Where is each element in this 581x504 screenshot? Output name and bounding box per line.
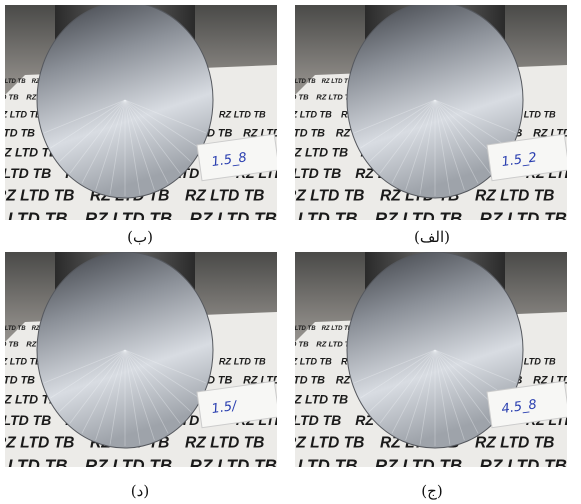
- paper-text: RZ LTD TB: [0, 340, 19, 349]
- photo: RZ LTD TBRZ LTD TBRZ LTD TBRZ LTD TBRZ L…: [270, 252, 581, 500]
- paper-text: RZ LTD TB: [109, 479, 205, 500]
- paper-text: RZ LTD TB: [479, 208, 567, 228]
- paper-text: RZ LTD TB: [270, 127, 325, 139]
- caption: (ج): [421, 482, 442, 500]
- paper-text: RZ LTD TB: [0, 93, 19, 102]
- paper-text: RZ LTD TB: [270, 455, 358, 475]
- paper-text: RZ LTD TB: [0, 188, 74, 205]
- paper-text: RZ LTD TB: [0, 79, 26, 85]
- paper-text: RZ LTD TB: [0, 232, 91, 253]
- paper-text: RZ LTD TB: [375, 208, 463, 228]
- paper-text: RZ LTD TB: [189, 455, 277, 475]
- paper-text: RZ LTD TB: [270, 412, 341, 428]
- paper-text: RZ LTD TB: [285, 356, 332, 366]
- caption: (ب): [127, 228, 153, 246]
- paper-text: RZ LTD TB: [453, 232, 549, 253]
- paper-text: RZ LTD TB: [285, 326, 316, 332]
- paper-text: RZ LTD TB: [270, 374, 325, 386]
- paper-text: RZ LTD TB: [570, 188, 581, 205]
- paper-text: RZ LTD TB: [219, 356, 266, 366]
- paper-text: RZ LTD TB: [0, 356, 42, 366]
- paper-text: RZ LTD TB: [475, 435, 554, 452]
- paper-text: RZ LTD TB: [0, 479, 91, 500]
- paper-text: RZ LTD TB: [189, 208, 277, 228]
- paper-text: RZ LTD TB: [85, 455, 173, 475]
- paper-text: RZ LTD TB: [270, 208, 358, 228]
- paper-text: RZ LTD TB: [285, 393, 348, 407]
- paper-text: RZ LTD TB: [570, 435, 581, 452]
- paper-text: RZ LTD TB: [0, 326, 26, 332]
- paper-text: RZ LTD TB: [285, 109, 332, 119]
- paper-text: RZ LTD TB: [0, 165, 51, 181]
- paper-text: RZ LTD TB: [514, 232, 581, 253]
- caption: (الف): [414, 228, 450, 246]
- paper-text: RZ LTD TB: [453, 479, 549, 500]
- paper-text: RZ LTD TB: [0, 208, 68, 228]
- paper-text: RZ LTD TB: [85, 208, 173, 228]
- paper-text: RZ LTD TB: [322, 326, 353, 332]
- paper-text: RZ LTD TB: [338, 479, 434, 500]
- paper-text: RZ LTD TB: [479, 455, 567, 475]
- paper-text: RZ LTD TB: [185, 435, 264, 452]
- paper-text-row: RZ LTD TBRZ LTD TBRZ LTD TBRZ LTD TBRZ L…: [0, 232, 548, 253]
- paper-text-row: RZ LTD TBRZ LTD TBRZ LTD TBRZ LTD TBRZ L…: [270, 455, 581, 475]
- figure: RZ LTD TBRZ LTD TBRZ LTD TBRZ LTD TBRZ L…: [0, 0, 581, 504]
- paper-text: RZ LTD TB: [375, 455, 463, 475]
- paper-text: RZ LTD TB: [185, 188, 264, 205]
- paper-text: RZ LTD TB: [109, 232, 205, 253]
- paper-text: RZ LTD TB: [285, 146, 348, 160]
- paper-text: RZ LTD TB: [285, 232, 381, 253]
- caption: (د): [131, 482, 149, 500]
- paper-text: RZ LTD TB: [0, 455, 68, 475]
- paper-text: RZ LTD TB: [285, 79, 316, 85]
- paper-text: RZ LTD TB: [224, 232, 320, 253]
- paper-text: RZ LTD TB: [0, 435, 74, 452]
- paper-text: RZ LTD TB: [219, 109, 266, 119]
- paper-text: RZ LTD TB: [475, 188, 554, 205]
- paper-text: RZ LTD TB: [399, 479, 495, 500]
- paper-text: RZ LTD TB: [514, 479, 581, 500]
- paper-text: RZ LTD TB: [270, 165, 341, 181]
- paper-text: RZ LTD TB: [0, 127, 35, 139]
- paper-text: RZ LTD TB: [224, 479, 320, 500]
- paper-text: RZ LTD TB: [0, 109, 42, 119]
- paper-text: RZ LTD TB: [0, 412, 51, 428]
- paper-text: RZ LTD TB: [0, 374, 35, 386]
- paper-text: RZ LTD TB: [285, 188, 364, 205]
- paper-text: RZ LTD TB: [285, 435, 364, 452]
- paper-text: RZ LTD TB: [285, 479, 381, 500]
